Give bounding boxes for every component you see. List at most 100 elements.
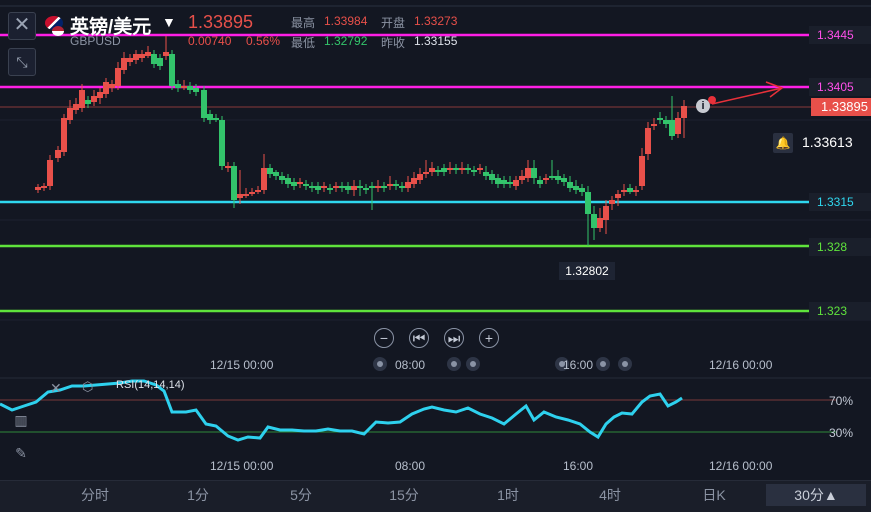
candle-body bbox=[519, 176, 525, 180]
layers-icon[interactable]: ▥ bbox=[14, 412, 28, 428]
candle-body bbox=[567, 182, 573, 188]
candle-body bbox=[67, 108, 73, 120]
candle-body bbox=[627, 188, 633, 192]
tab-1min[interactable]: 1分 bbox=[187, 487, 209, 503]
usd-flag-icon bbox=[52, 26, 64, 36]
candle-body bbox=[303, 184, 309, 186]
candle-body bbox=[285, 178, 291, 184]
close-icon[interactable]: ✕ bbox=[8, 12, 36, 40]
trend-arrow[interactable] bbox=[708, 81, 784, 105]
candle-body bbox=[411, 178, 417, 184]
time-label-3: 16:00 bbox=[563, 358, 594, 372]
candle-body bbox=[231, 166, 237, 200]
candle-body bbox=[489, 174, 495, 180]
pencil-icon[interactable]: ✎ bbox=[15, 445, 27, 461]
candle-body bbox=[615, 194, 621, 198]
candle-body bbox=[399, 186, 405, 188]
candle-body bbox=[207, 114, 213, 120]
candle-body bbox=[193, 88, 199, 92]
candle-body bbox=[435, 170, 441, 172]
shrink-icon[interactable]: ⤡ bbox=[8, 48, 36, 76]
level-tag-5: 1.323 bbox=[809, 302, 871, 320]
candle-body bbox=[609, 200, 615, 204]
low-label: 最低 bbox=[291, 36, 316, 50]
candle-body bbox=[121, 58, 127, 70]
candle-body bbox=[405, 182, 411, 188]
candle-body bbox=[597, 218, 603, 228]
tab-4hour[interactable]: 4时 bbox=[599, 487, 621, 503]
axis-dot bbox=[596, 357, 610, 371]
symbol-name[interactable]: 英镑/美元 bbox=[70, 17, 152, 38]
candle-body bbox=[465, 168, 471, 170]
candle-body bbox=[525, 168, 531, 178]
level-tag-4: 1.328 bbox=[809, 238, 871, 256]
candle-body bbox=[507, 182, 513, 184]
candle-body bbox=[387, 184, 393, 186]
close-icon[interactable]: ✕ bbox=[50, 380, 62, 396]
candle-body bbox=[657, 118, 663, 120]
level-tag-3: 1.3315 bbox=[809, 193, 871, 211]
zoom-in-icon[interactable]: + bbox=[479, 328, 499, 348]
candle-body bbox=[639, 156, 645, 186]
candle-body bbox=[423, 172, 429, 174]
candle-body bbox=[591, 214, 597, 228]
candle-body bbox=[621, 190, 627, 192]
tab-15min[interactable]: 15分 bbox=[389, 487, 419, 503]
candle-body bbox=[237, 194, 243, 198]
candle-body bbox=[345, 186, 351, 190]
tab-1hour[interactable]: 1时 bbox=[497, 487, 519, 503]
candle-body bbox=[501, 180, 507, 184]
rsi-title: RSI(14,14,14) bbox=[116, 379, 185, 391]
candle-body bbox=[633, 190, 639, 192]
candle-body bbox=[645, 128, 651, 154]
axis-dot bbox=[466, 357, 480, 371]
candle-body bbox=[333, 186, 339, 188]
candle-body bbox=[483, 172, 489, 176]
trend-arrowhead bbox=[765, 81, 784, 98]
candle-body bbox=[55, 150, 61, 158]
candle-body bbox=[181, 86, 187, 88]
candle-body bbox=[243, 194, 249, 196]
candle-body bbox=[351, 186, 357, 190]
axis-dot bbox=[555, 357, 569, 371]
axis-dot bbox=[447, 357, 461, 371]
candle-body bbox=[531, 168, 537, 178]
candle-body bbox=[321, 186, 327, 188]
tab-timeshare[interactable]: 分时 bbox=[81, 487, 109, 503]
bell-icon[interactable]: 🔔 bbox=[773, 133, 793, 153]
candle-body bbox=[513, 180, 519, 186]
time-label-1: 12/15 00:00 bbox=[210, 358, 274, 372]
settings-icon[interactable]: ⬡ bbox=[82, 379, 94, 394]
candle-body bbox=[225, 166, 231, 168]
candle-body bbox=[151, 54, 157, 64]
candle-body bbox=[477, 168, 483, 170]
current-price-tag: 1.33895 bbox=[811, 98, 871, 116]
candle-body bbox=[453, 168, 459, 170]
candle-body bbox=[79, 90, 85, 108]
candle-body bbox=[417, 174, 423, 180]
candle-body bbox=[213, 118, 219, 120]
rsi-lower-tag: 30% bbox=[829, 426, 854, 440]
candle-body bbox=[573, 186, 579, 190]
level-lines bbox=[0, 33, 871, 313]
level-tag-2: 1.3405 bbox=[809, 78, 871, 96]
rsi-time-label-4: 12/16 00:00 bbox=[709, 459, 773, 473]
info-icon[interactable]: i bbox=[696, 99, 710, 113]
step-forward-icon[interactable]: ⏭ bbox=[444, 328, 464, 348]
zoom-out-icon[interactable]: − bbox=[374, 328, 394, 348]
candlestick-chart[interactable] bbox=[0, 0, 871, 480]
step-back-icon[interactable]: ⏮ bbox=[409, 328, 429, 348]
candle-body bbox=[309, 186, 315, 188]
interval-tab-bar bbox=[0, 480, 871, 512]
candle-body bbox=[109, 84, 115, 88]
tab-daily[interactable]: 日K bbox=[702, 487, 726, 503]
chevron-down-icon[interactable]: ▼ bbox=[162, 14, 176, 30]
candle-body bbox=[163, 52, 169, 56]
last-price: 1.33895 bbox=[188, 12, 254, 32]
level-tag-1: 1.3445 bbox=[809, 26, 871, 44]
tab-30min[interactable]: 30分▲ bbox=[766, 484, 866, 506]
tab-5min[interactable]: 5分 bbox=[290, 487, 312, 503]
candle-body bbox=[249, 192, 255, 194]
trend-line bbox=[711, 87, 783, 105]
axis-dot bbox=[618, 357, 632, 371]
